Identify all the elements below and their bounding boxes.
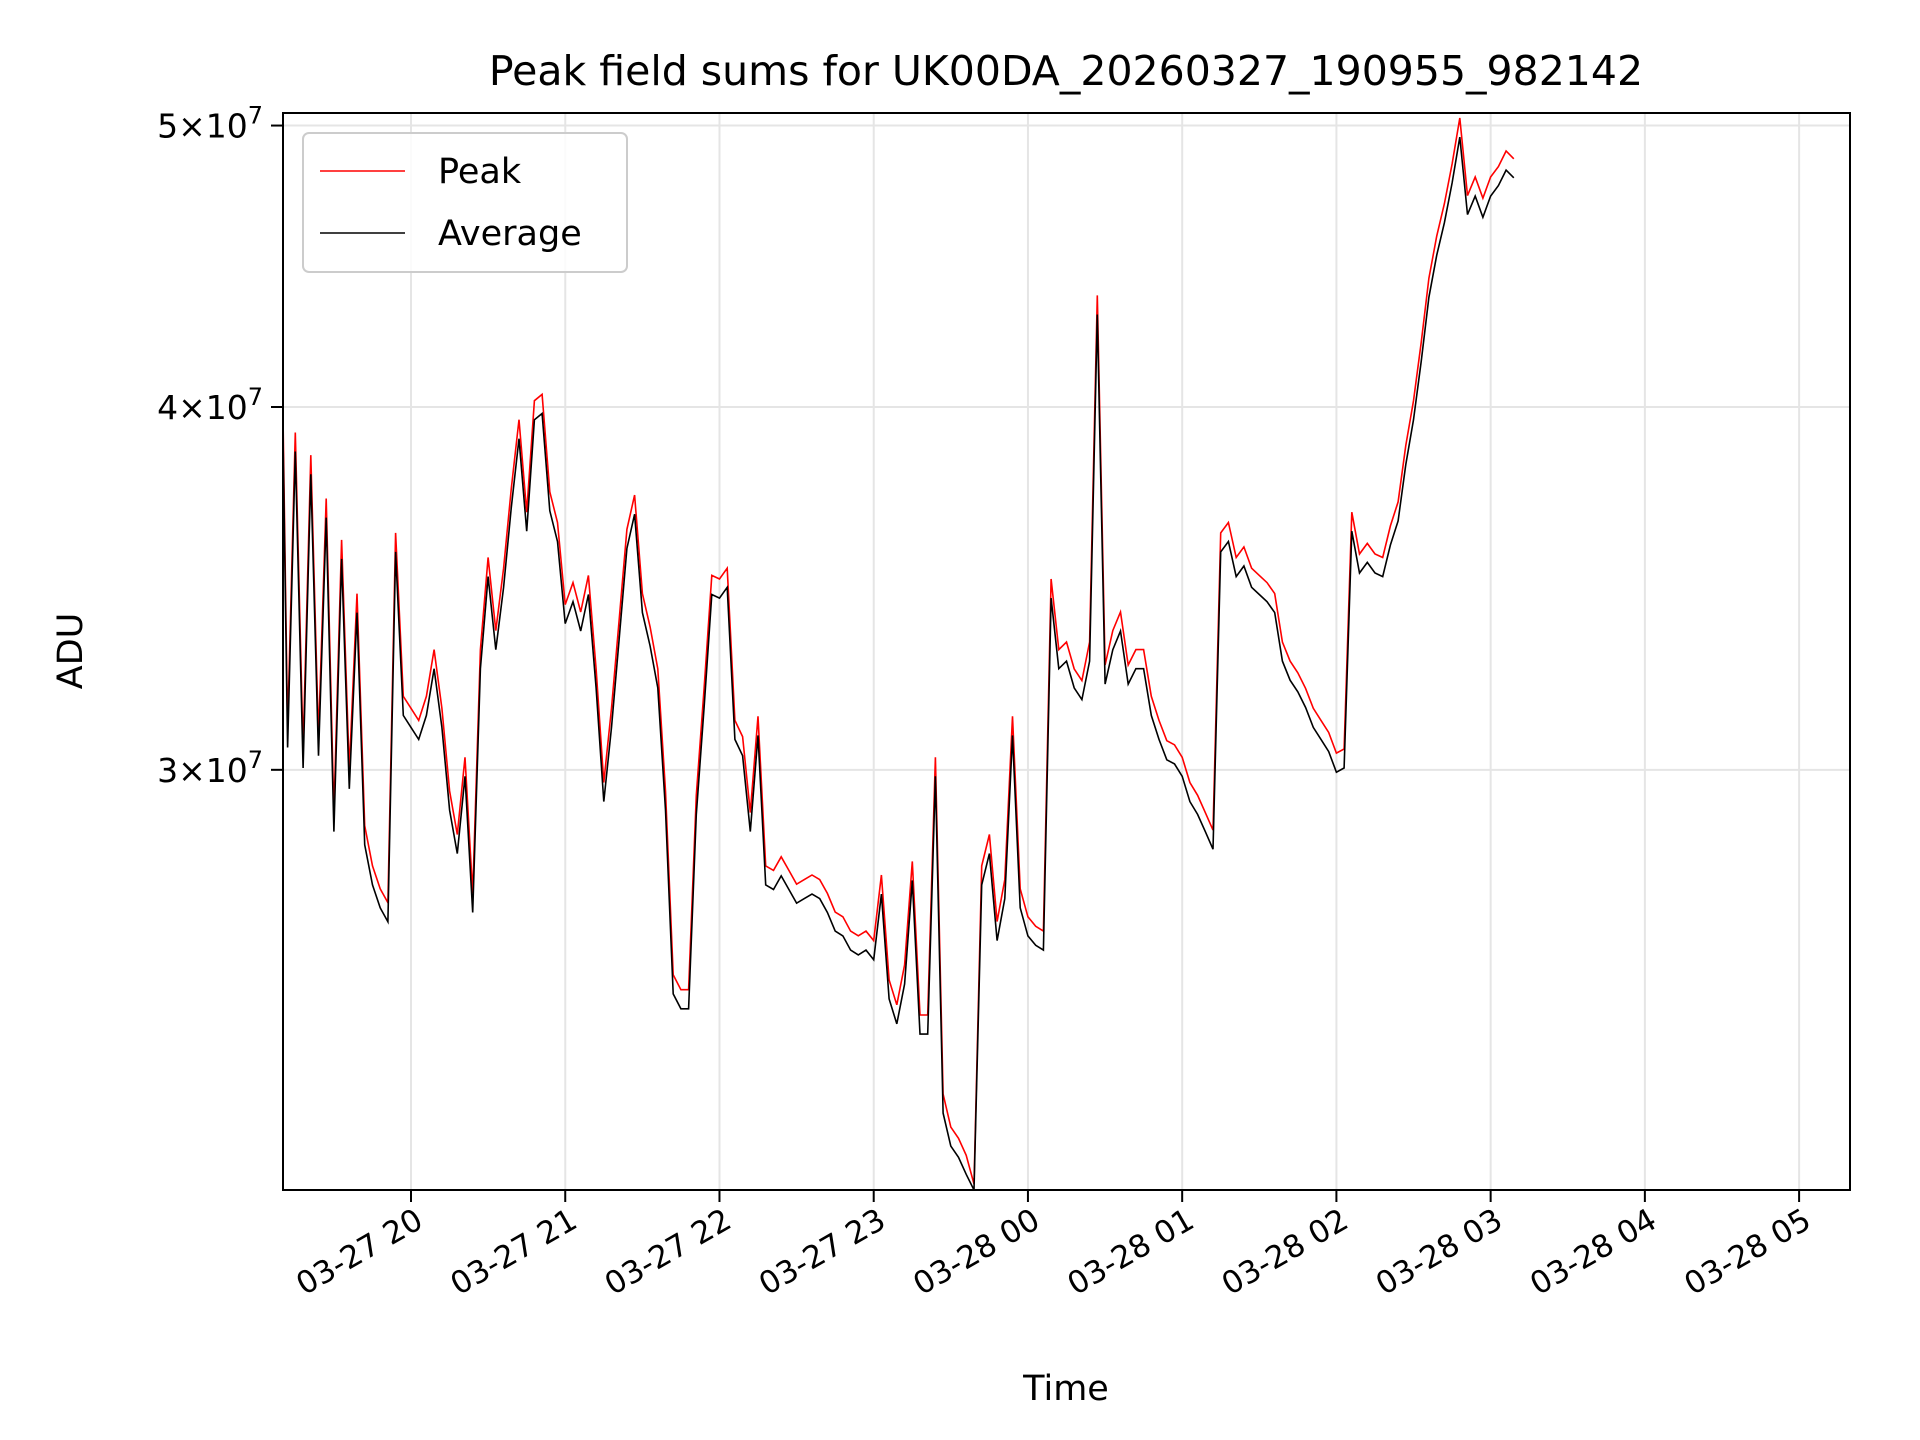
y-tick-label: 4×107 <box>157 383 263 427</box>
series-peak-line <box>282 117 1515 1185</box>
legend: Peak Average <box>302 132 628 273</box>
legend-average-label: Average <box>438 214 582 254</box>
y-tick-label: 3×107 <box>157 746 263 790</box>
y-axis-label: ADU <box>51 613 91 690</box>
series-average-line <box>282 136 1515 1191</box>
y-tick-label: 5×107 <box>157 102 263 146</box>
legend-peak-label: Peak <box>438 152 522 192</box>
y-axis: 3×107 4×107 5×107 <box>157 102 283 790</box>
legend-box <box>302 132 628 273</box>
x-axis-label: Time <box>1022 1369 1109 1409</box>
chart-title: Peak field sums for UK00DA_20260327_1909… <box>489 47 1643 95</box>
plot-frame <box>282 112 1851 1191</box>
grid <box>283 113 1850 1190</box>
series-layer <box>282 117 1515 1191</box>
